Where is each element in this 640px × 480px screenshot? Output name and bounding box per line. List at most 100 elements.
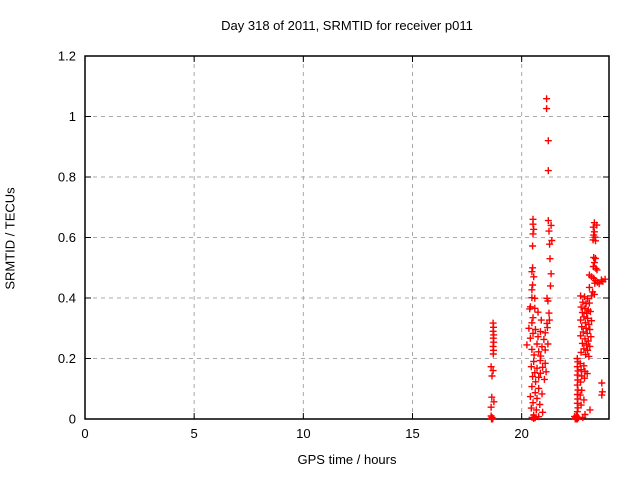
data-point xyxy=(531,294,539,302)
data-point xyxy=(544,167,552,175)
data-point xyxy=(576,391,584,399)
data-point xyxy=(577,316,585,324)
data-point xyxy=(523,341,531,349)
data-point xyxy=(536,357,544,365)
data-point xyxy=(531,389,539,397)
data-point xyxy=(573,415,581,423)
data-point xyxy=(527,404,535,412)
x-tick-label: 0 xyxy=(81,426,88,441)
data-point xyxy=(586,342,594,350)
plot-border xyxy=(84,55,610,420)
data-point xyxy=(581,305,589,313)
data-point xyxy=(535,413,543,421)
data-point xyxy=(598,379,606,387)
data-point xyxy=(536,401,544,408)
data-point xyxy=(488,415,496,423)
data-point xyxy=(530,351,538,359)
data-point xyxy=(585,283,593,291)
data-point xyxy=(535,384,543,392)
data-point xyxy=(539,408,547,416)
data-point xyxy=(530,273,538,281)
data-point xyxy=(529,399,537,407)
data-point xyxy=(590,259,598,267)
data-point xyxy=(547,221,555,229)
data-point xyxy=(580,345,588,353)
data-point xyxy=(529,230,537,238)
data-point xyxy=(601,275,609,283)
data-point xyxy=(578,339,586,347)
data-point xyxy=(541,346,549,354)
data-point xyxy=(540,335,548,343)
data-point xyxy=(529,329,537,337)
data-point xyxy=(577,292,585,300)
data-point xyxy=(533,394,541,402)
data-point xyxy=(531,304,539,312)
data-point xyxy=(579,328,587,336)
data-point xyxy=(588,292,595,300)
data-point xyxy=(577,303,585,311)
data-point xyxy=(544,217,552,225)
data-point xyxy=(536,369,544,377)
data-point xyxy=(577,401,585,409)
data-point xyxy=(532,378,540,386)
data-point xyxy=(534,333,542,341)
data-point xyxy=(585,321,593,329)
data-point xyxy=(541,329,549,337)
data-point xyxy=(592,254,599,262)
data-point xyxy=(584,295,592,303)
data-point xyxy=(580,396,588,404)
y-tick-label: 0.2 xyxy=(58,351,76,366)
data-point xyxy=(584,337,592,345)
data-point xyxy=(488,393,496,401)
data-point xyxy=(598,391,606,399)
data-point xyxy=(489,367,497,375)
data-point xyxy=(543,324,551,332)
data-point xyxy=(578,323,586,331)
data-point xyxy=(543,105,551,113)
data-point xyxy=(544,137,552,145)
data-point xyxy=(583,341,590,349)
data-point xyxy=(539,363,547,371)
data-point xyxy=(580,313,588,321)
data-point xyxy=(526,393,534,401)
data-point xyxy=(586,406,594,414)
data-point xyxy=(587,333,595,341)
data-point xyxy=(529,314,537,322)
data-point xyxy=(542,368,550,376)
data-point xyxy=(529,242,537,250)
data-point xyxy=(528,383,536,391)
data-point xyxy=(580,362,588,370)
data-point xyxy=(592,237,599,245)
data-point xyxy=(535,348,543,356)
data-point xyxy=(576,360,584,368)
data-point xyxy=(546,240,554,248)
data-point xyxy=(545,227,553,235)
data-point xyxy=(583,329,591,337)
data-point xyxy=(541,359,549,367)
data-point xyxy=(593,221,601,229)
data-point xyxy=(531,326,539,333)
data-point xyxy=(533,340,541,348)
data-point xyxy=(537,316,545,324)
data-point xyxy=(535,373,543,381)
data-point xyxy=(540,375,548,383)
data-point xyxy=(579,298,587,306)
data-point xyxy=(545,309,553,317)
data-point xyxy=(525,324,533,332)
y-tick-label: 0.6 xyxy=(58,230,76,245)
data-point xyxy=(585,352,593,360)
data-point xyxy=(531,414,539,422)
data-point xyxy=(591,279,599,287)
data-point xyxy=(577,348,585,356)
data-point xyxy=(579,414,587,421)
data-point xyxy=(581,374,588,382)
data-point xyxy=(487,403,495,411)
data-point xyxy=(527,363,535,371)
data-point xyxy=(526,334,534,342)
data-point xyxy=(584,346,592,354)
chart-title: Day 318 of 2011, SRMTID for receiver p01… xyxy=(221,18,473,33)
data-point xyxy=(528,345,536,353)
x-tick-label: 10 xyxy=(296,426,310,441)
